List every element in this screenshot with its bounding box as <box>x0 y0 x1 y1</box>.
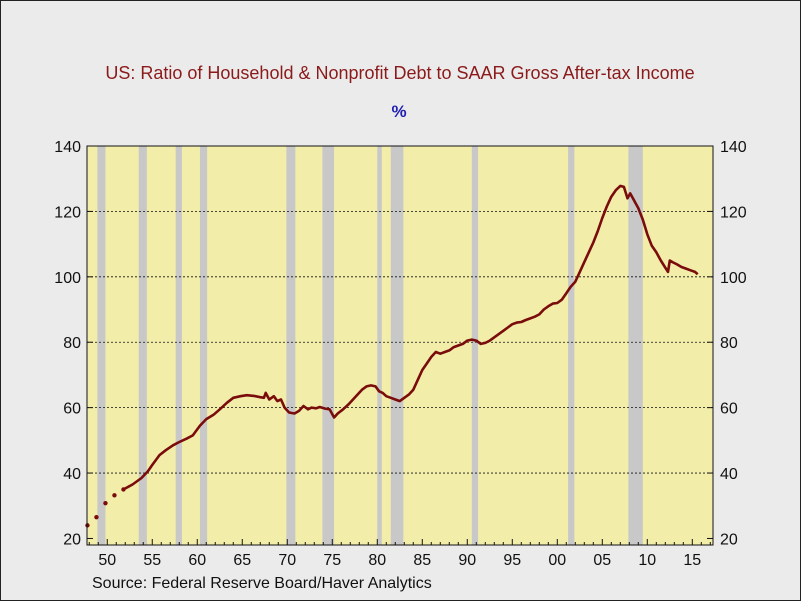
recession-band <box>568 146 575 545</box>
recession-band <box>377 146 382 545</box>
recession-band <box>390 146 404 545</box>
recession-band <box>97 146 106 545</box>
x-tick-label: 60 <box>188 552 206 569</box>
data-point <box>103 500 108 506</box>
chart-title: US: Ratio of Household & Nonprofit Debt … <box>105 63 694 83</box>
x-tick-label: 95 <box>503 552 521 569</box>
x-tick-label: 50 <box>98 552 116 569</box>
x-tick-label: 00 <box>548 552 566 569</box>
y-tick-label-left: 100 <box>54 270 81 287</box>
y-tick-label-right: 40 <box>720 466 738 483</box>
y-tick-label-right: 100 <box>720 270 747 287</box>
y-tick-label-right: 20 <box>720 531 738 548</box>
recession-band <box>138 146 147 545</box>
source-note: Source: Federal Reserve Board/Haver Anal… <box>92 575 432 592</box>
recession-band <box>199 146 208 545</box>
y-tick-label-right: 60 <box>720 401 738 418</box>
y-tick-label-right: 120 <box>720 204 747 221</box>
data-point <box>112 493 117 498</box>
y-tick-label-left: 80 <box>63 335 81 352</box>
x-tick-label: 05 <box>593 552 611 569</box>
x-tick-label: 85 <box>413 552 431 569</box>
plot-border <box>86 145 714 546</box>
y-tick-label-left: 40 <box>63 466 81 483</box>
y-tick-label-left: 20 <box>63 531 81 548</box>
x-axis: 50 55 60 65 70 75 80 85 90 95 00 05 10 15 <box>88 539 711 569</box>
y-axis-right: 20 40 60 80 100 120 140 <box>707 139 747 548</box>
recession-band <box>471 146 479 545</box>
y-tick-label-right: 140 <box>720 139 747 156</box>
y-tick-label-left: 120 <box>54 204 81 221</box>
x-tick-label: 70 <box>278 552 296 569</box>
data-point <box>121 487 126 492</box>
x-tick-label: 80 <box>368 552 386 569</box>
recession-band <box>286 146 296 545</box>
chart-subtitle: % <box>391 102 406 121</box>
data-point <box>94 515 99 520</box>
recession-band <box>175 146 182 545</box>
y-axis-left: 20 40 60 80 100 120 140 <box>54 139 93 548</box>
gridlines <box>87 211 713 474</box>
y-tick-label-left: 60 <box>63 401 81 418</box>
series-layer <box>85 184 699 528</box>
x-tick-label: 75 <box>323 552 341 569</box>
recession-band <box>322 146 335 545</box>
x-tick-label: 10 <box>638 552 656 569</box>
debt-ratio-line <box>122 184 699 491</box>
recession-band <box>628 146 643 545</box>
y-tick-label-left: 140 <box>54 139 81 156</box>
x-tick-label: 15 <box>683 552 701 569</box>
recession-bands <box>97 146 643 545</box>
x-tick-label: 90 <box>458 552 476 569</box>
x-tick-label: 65 <box>233 552 251 569</box>
y-tick-label-right: 80 <box>720 335 738 352</box>
x-tick-label: 55 <box>143 552 161 569</box>
